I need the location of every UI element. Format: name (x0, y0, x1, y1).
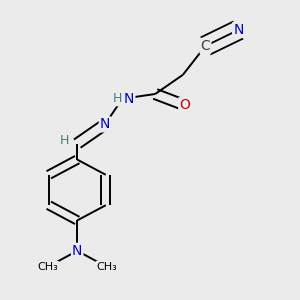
Text: H: H (59, 134, 69, 147)
Text: N: N (124, 92, 134, 106)
Text: N: N (100, 117, 110, 131)
Text: N: N (72, 244, 83, 258)
Text: N: N (233, 23, 244, 37)
Text: CH₃: CH₃ (38, 262, 58, 272)
Text: H: H (113, 92, 122, 105)
Text: O: O (179, 98, 190, 112)
Text: C: C (200, 39, 210, 53)
Text: CH₃: CH₃ (96, 262, 117, 272)
